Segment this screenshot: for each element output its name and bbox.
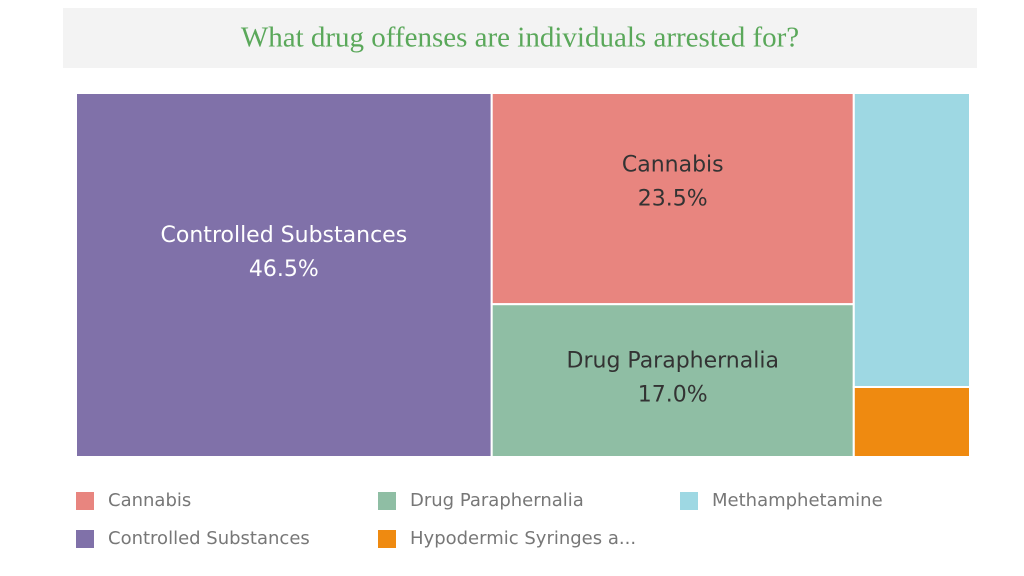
treemap-cell [852, 92, 972, 388]
legend-label: Controlled Substances [108, 528, 310, 549]
legend-swatch [378, 530, 396, 548]
legend-label: Hypodermic Syringes a... [410, 528, 636, 549]
legend-swatch [680, 492, 698, 510]
cell-label: Controlled Substances [161, 223, 408, 248]
treemap-cell [852, 386, 972, 458]
legend-swatch [76, 530, 94, 548]
chart-title: What drug offenses are individuals arres… [241, 22, 799, 54]
cell-label: Cannabis [622, 153, 724, 178]
cell-value-label: 17.0% [638, 383, 708, 408]
cell-value-label: 23.5% [638, 187, 708, 212]
title-band [63, 8, 977, 68]
legend-label: Cannabis [108, 490, 191, 511]
treemap-cell [490, 303, 855, 458]
legend-swatch [378, 492, 396, 510]
treemap-cell [490, 92, 855, 306]
legend-label: Drug Paraphernalia [410, 490, 584, 511]
legend-label: Methamphetamine [712, 490, 883, 511]
treemap-cell [75, 92, 493, 458]
cell-label: Drug Paraphernalia [567, 349, 779, 374]
legend-swatch [76, 492, 94, 510]
cell-value-label: 46.5% [249, 257, 319, 282]
